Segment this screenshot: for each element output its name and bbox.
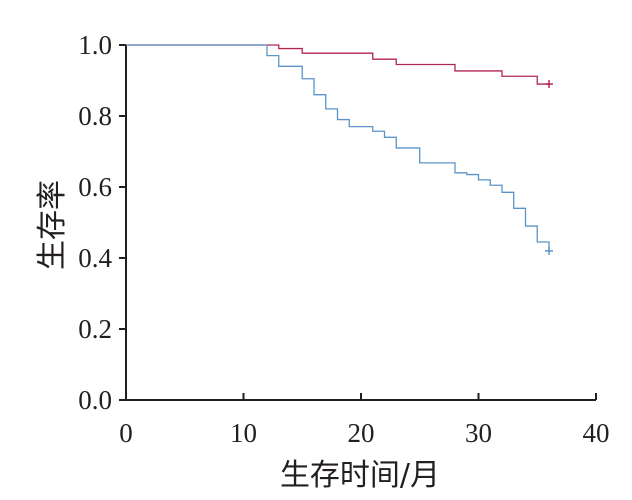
censor-marker-2: [545, 246, 553, 255]
x-tick-label: 20: [348, 418, 375, 448]
y-tick-label: 0.2: [78, 314, 112, 344]
y-tick-label: 0.6: [78, 172, 112, 202]
x-tick-label: 0: [119, 418, 133, 448]
y-tick-label: 1.0: [78, 30, 112, 60]
y-tick-label: 0.4: [78, 243, 112, 273]
censor-marker-1: [545, 80, 553, 89]
axes: [119, 44, 597, 401]
x-tick-label: 40: [583, 418, 610, 448]
x-tick-label: 30: [465, 418, 492, 448]
tick-labels: 0.0 0.2 0.4 0.6 0.8 1.0 0 10 20 30 40: [78, 30, 609, 448]
x-axis-title: 生存时间/月: [280, 458, 440, 493]
survival-curve-1: [126, 44, 549, 85]
x-tick-label: 10: [230, 418, 257, 448]
y-axis-title: 生存率: [35, 180, 70, 270]
y-tick-label: 0.8: [78, 101, 112, 131]
survival-curve-2: [126, 44, 550, 251]
y-tick-label: 0.0: [78, 385, 112, 415]
series-group: [126, 44, 553, 255]
